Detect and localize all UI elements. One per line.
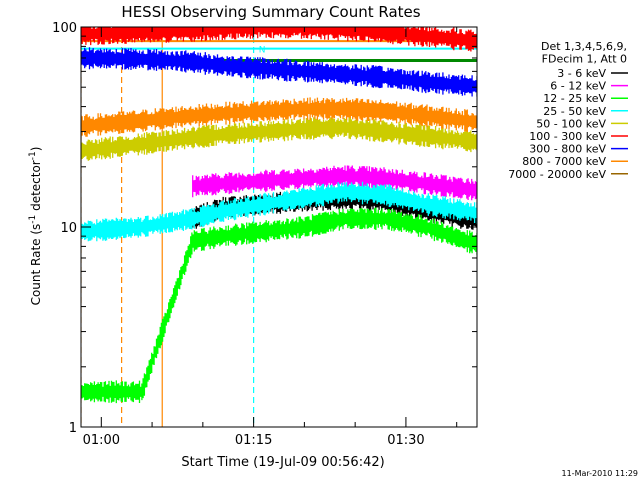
- series-6: [81, 47, 477, 97]
- y-axis-label: Count Rate (s-1 detector-1): [28, 147, 43, 306]
- legend-label-8: 7000 - 20000 keV: [508, 168, 606, 181]
- footer-timestamp: 11-Mar-2010 11:29: [562, 469, 639, 478]
- y-tick-label-0: 1: [69, 421, 77, 436]
- series-1: [192, 165, 477, 201]
- series-3: [81, 181, 477, 242]
- series-4: [81, 116, 477, 161]
- legend-label-5: 100 - 300 keV: [529, 130, 606, 143]
- annotation-0: N: [259, 46, 266, 56]
- legend-label-3: 25 - 50 keV: [543, 105, 606, 118]
- series-group: N: [81, 27, 477, 404]
- series-7: [81, 97, 477, 138]
- legend-label-4: 50 - 100 keV: [536, 117, 606, 130]
- legend-label-0: 3 - 6 keV: [557, 67, 606, 80]
- chart-title: HESSI Observing Summary Count Rates: [121, 3, 420, 21]
- x-tick-label-2: 01:30: [387, 433, 424, 448]
- legend-label-1: 6 - 12 keV: [550, 80, 606, 93]
- legend-header-0: Det 1,3,4,5,6,9,: [541, 40, 627, 53]
- x-tick-label-1: 01:15: [235, 433, 272, 448]
- series-2: [81, 207, 477, 404]
- axis-ticks: 01:00 01:15 01:30 1 10 100: [52, 21, 477, 448]
- x-axis-label: Start Time (19-Jul-09 00:56:42): [181, 455, 384, 470]
- legend-label-6: 300 - 800 keV: [529, 143, 606, 156]
- legend-label-7: 800 - 7000 keV: [522, 155, 606, 168]
- x-tick-label-0: 01:00: [83, 433, 120, 448]
- y-tick-label-1: 10: [60, 221, 77, 236]
- legend-header-1: FDecim 1, Att 0: [542, 53, 627, 66]
- legend-label-2: 12 - 25 keV: [543, 92, 606, 105]
- y-tick-label-2: 100: [52, 21, 77, 36]
- legend: Det 1,3,4,5,6,9,FDecim 1, Att 03 - 6 keV…: [508, 40, 628, 181]
